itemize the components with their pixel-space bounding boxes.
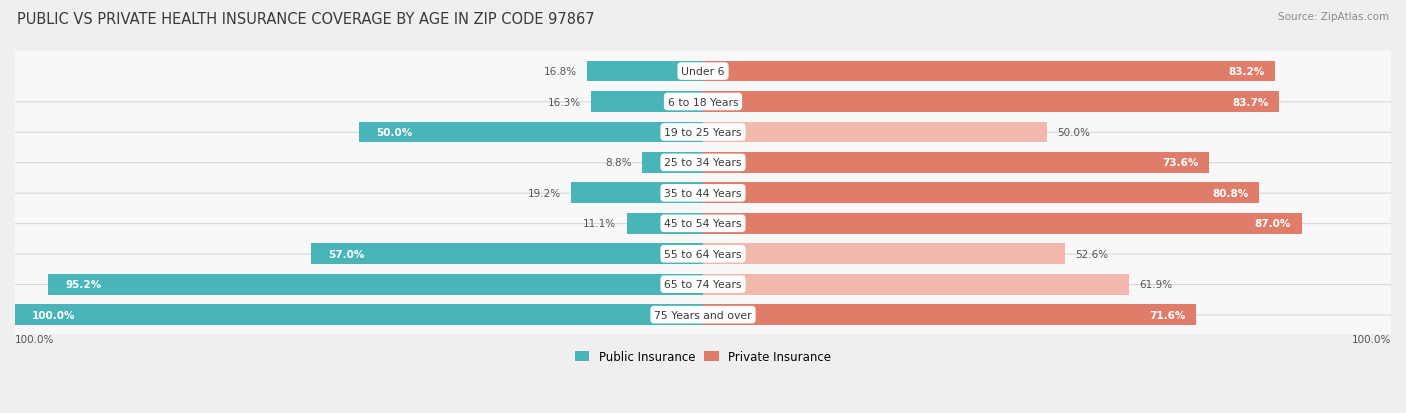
Text: 25 to 34 Years: 25 to 34 Years xyxy=(664,158,742,168)
Text: PUBLIC VS PRIVATE HEALTH INSURANCE COVERAGE BY AGE IN ZIP CODE 97867: PUBLIC VS PRIVATE HEALTH INSURANCE COVER… xyxy=(17,12,595,27)
Bar xyxy=(703,274,1129,295)
Bar xyxy=(703,62,1275,82)
Text: 95.2%: 95.2% xyxy=(65,280,101,290)
Bar xyxy=(588,62,703,82)
Text: 6 to 18 Years: 6 to 18 Years xyxy=(668,97,738,107)
Text: 73.6%: 73.6% xyxy=(1163,158,1199,168)
Text: 57.0%: 57.0% xyxy=(328,249,364,259)
Bar xyxy=(643,153,703,173)
Text: 61.9%: 61.9% xyxy=(1139,280,1173,290)
Text: 83.7%: 83.7% xyxy=(1232,97,1268,107)
Text: 75 Years and over: 75 Years and over xyxy=(654,310,752,320)
Text: 65 to 74 Years: 65 to 74 Years xyxy=(664,280,742,290)
Bar xyxy=(48,274,703,295)
Text: 100.0%: 100.0% xyxy=(32,310,76,320)
Bar xyxy=(591,92,703,113)
Bar xyxy=(703,92,1279,113)
Text: Source: ZipAtlas.com: Source: ZipAtlas.com xyxy=(1278,12,1389,22)
Text: 35 to 44 Years: 35 to 44 Years xyxy=(664,188,742,198)
FancyBboxPatch shape xyxy=(11,132,1395,194)
Bar xyxy=(311,244,703,264)
Bar xyxy=(703,122,1047,143)
FancyBboxPatch shape xyxy=(11,71,1395,133)
Text: 16.3%: 16.3% xyxy=(547,97,581,107)
FancyBboxPatch shape xyxy=(11,41,1395,102)
Bar xyxy=(359,122,703,143)
Text: 80.8%: 80.8% xyxy=(1212,188,1249,198)
Text: 52.6%: 52.6% xyxy=(1076,249,1108,259)
Text: 8.8%: 8.8% xyxy=(606,158,633,168)
Bar xyxy=(703,153,1209,173)
Bar xyxy=(703,244,1064,264)
Bar xyxy=(703,214,1302,234)
FancyBboxPatch shape xyxy=(11,284,1395,346)
Text: 16.8%: 16.8% xyxy=(544,67,576,77)
Text: 100.0%: 100.0% xyxy=(1351,334,1391,344)
Legend: Public Insurance, Private Insurance: Public Insurance, Private Insurance xyxy=(571,346,835,368)
FancyBboxPatch shape xyxy=(11,193,1395,254)
Bar xyxy=(15,304,703,325)
FancyBboxPatch shape xyxy=(11,223,1395,285)
Text: 71.6%: 71.6% xyxy=(1149,310,1185,320)
Text: Under 6: Under 6 xyxy=(682,67,724,77)
Text: 50.0%: 50.0% xyxy=(1057,128,1090,138)
FancyBboxPatch shape xyxy=(11,163,1395,224)
Bar xyxy=(703,304,1195,325)
Text: 19.2%: 19.2% xyxy=(527,188,561,198)
Text: 45 to 54 Years: 45 to 54 Years xyxy=(664,219,742,229)
Text: 55 to 64 Years: 55 to 64 Years xyxy=(664,249,742,259)
Bar xyxy=(571,183,703,204)
Text: 83.2%: 83.2% xyxy=(1229,67,1265,77)
FancyBboxPatch shape xyxy=(11,254,1395,315)
Bar xyxy=(627,214,703,234)
Text: 19 to 25 Years: 19 to 25 Years xyxy=(664,128,742,138)
Bar xyxy=(703,183,1258,204)
Text: 50.0%: 50.0% xyxy=(377,128,412,138)
Text: 11.1%: 11.1% xyxy=(583,219,616,229)
FancyBboxPatch shape xyxy=(11,102,1395,163)
Text: 100.0%: 100.0% xyxy=(15,334,55,344)
Text: 87.0%: 87.0% xyxy=(1256,219,1291,229)
